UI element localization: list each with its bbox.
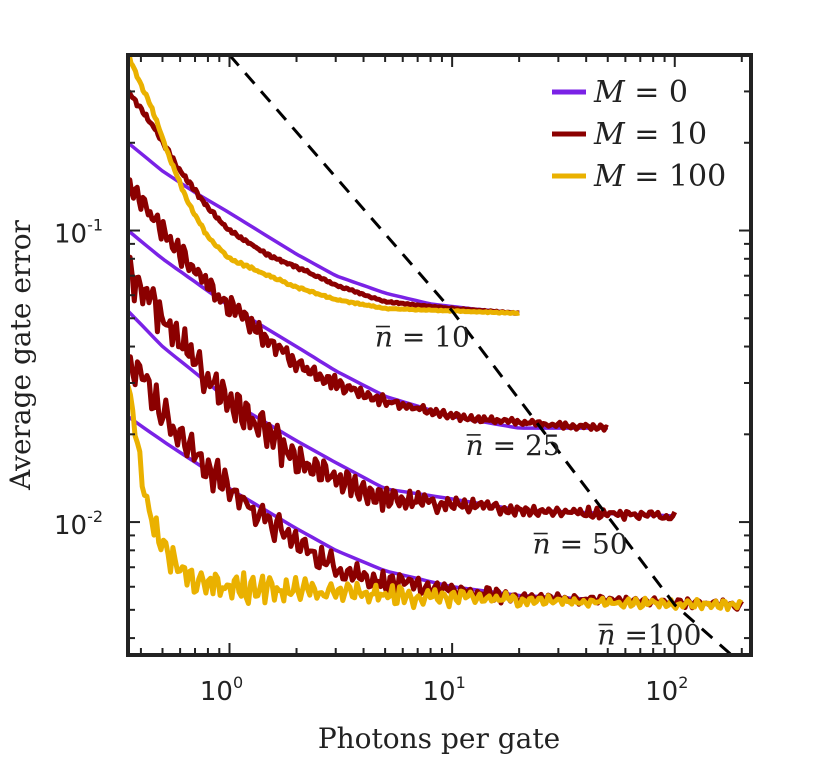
series-line-nbar25-M10	[128, 177, 609, 433]
svg-text:n = 50: n = 50	[533, 528, 628, 561]
x-axis-title: Photons per gate	[318, 722, 560, 755]
annotations: n = 10 n = 25 n = 50 n =100	[375, 321, 701, 652]
svg-text:n = 25: n = 25	[466, 429, 561, 462]
series-line-nbar10-M0	[128, 141, 520, 316]
series-line-nbar100-M100	[128, 385, 744, 613]
x-tick-label: 100	[200, 673, 243, 707]
legend: M = 0 M = 10 M = 100	[552, 75, 726, 194]
nbar-annotation: n =100	[598, 619, 702, 652]
x-tick-label: 101	[422, 673, 465, 707]
y-tick-label: 10-1	[54, 216, 103, 250]
nbar-annotation: n = 10	[375, 321, 470, 354]
svg-text:n =100: n =100	[598, 619, 702, 652]
series-line-nbar50-M10	[128, 254, 678, 522]
series-layer	[128, 55, 744, 613]
reference-dashed-line	[228, 55, 733, 655]
nbar-annotation: n = 50	[533, 528, 628, 561]
y-axis-title: Average gate error	[4, 219, 37, 490]
svg-text:n = 10: n = 10	[375, 321, 470, 354]
y-ticks: 10-1 10-2	[54, 54, 751, 640]
plot-frame	[126, 53, 753, 657]
nbar-annotation: n = 25	[466, 429, 561, 462]
y-tick-label: 10-2	[54, 507, 103, 541]
legend-label-M0: M = 0	[593, 75, 688, 110]
legend-label-M100: M = 100	[593, 159, 726, 194]
x-ticks: 100 101 102	[139, 55, 743, 707]
x-tick-label: 102	[645, 673, 688, 707]
legend-label-M10: M = 10	[593, 117, 707, 152]
